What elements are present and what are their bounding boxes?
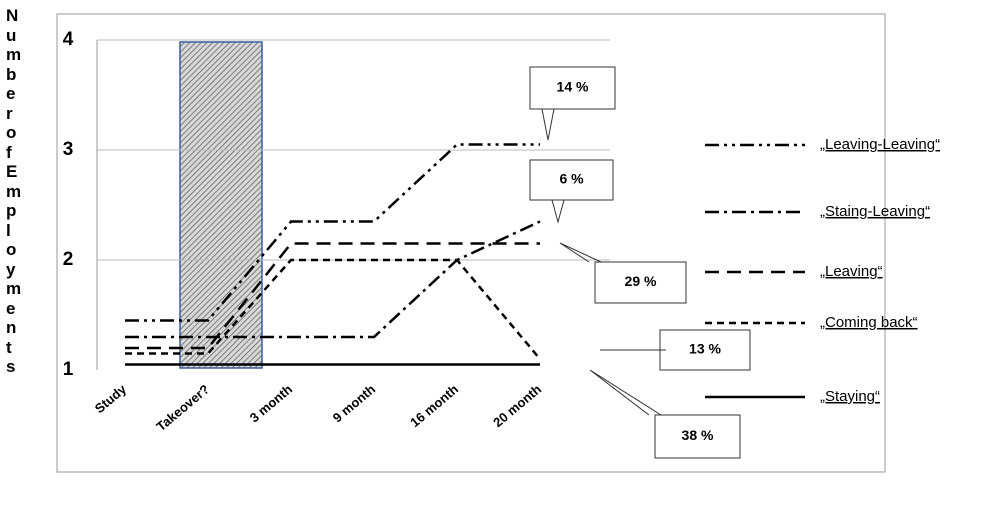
legend-label: „Staing-Leaving“ <box>820 203 930 220</box>
series-line <box>125 242 540 350</box>
callout-label: 38 % <box>682 427 714 443</box>
callout-box <box>594 261 687 304</box>
callout-tail <box>589 369 662 416</box>
y-tick-label: 3 <box>63 139 74 160</box>
legend-label: „Coming back“ <box>820 314 918 331</box>
y-tick-label: 1 <box>63 359 74 380</box>
legend-label: „Leaving“ <box>820 263 883 280</box>
y-tick-label: 4 <box>63 29 74 50</box>
y-axis-title: Number of Employments <box>6 6 22 376</box>
callout-label: 6 % <box>559 171 584 187</box>
takeover-shade <box>179 41 263 369</box>
callout-label: 13 % <box>689 341 721 357</box>
y-tick-label: 2 <box>63 249 74 270</box>
series-line <box>125 143 540 322</box>
callout-tail <box>551 199 565 224</box>
callout-label: 29 % <box>625 273 657 289</box>
legend-label: „Staying“ <box>820 388 880 405</box>
legend-label: „Leaving-Leaving“ <box>820 136 940 153</box>
callout-tail <box>559 242 602 263</box>
callout-tail <box>541 108 555 141</box>
callout-box <box>654 414 741 459</box>
callout-box <box>529 159 614 201</box>
callout-label: 14 % <box>557 79 589 95</box>
callout-box <box>529 66 616 110</box>
